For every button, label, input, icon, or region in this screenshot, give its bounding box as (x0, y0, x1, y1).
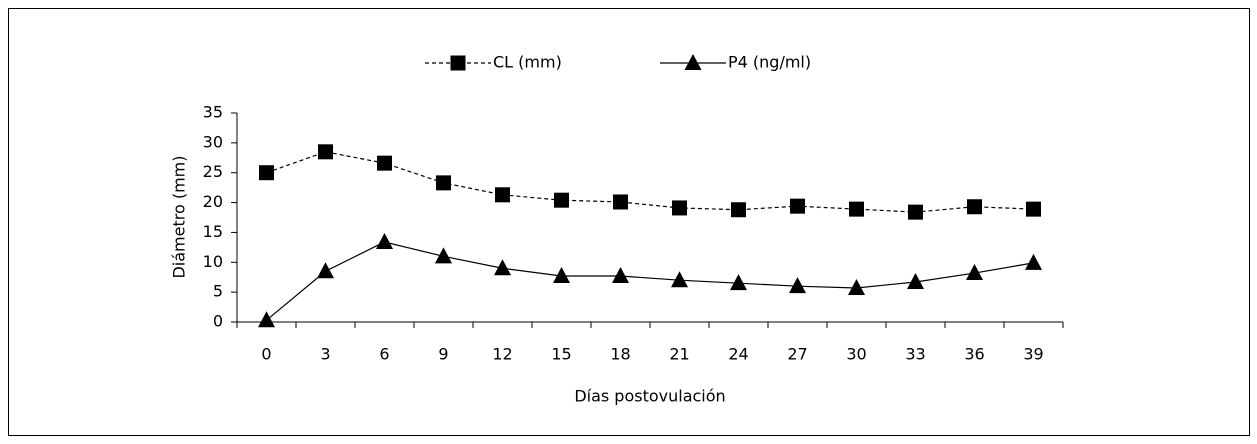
x-tick-label: 6 (379, 345, 389, 364)
x-axis-title: Días postovulación (574, 387, 725, 406)
legend-label: CL (mm) (493, 53, 562, 72)
data-point (613, 194, 628, 210)
data-point (967, 199, 982, 215)
data-point (789, 277, 806, 294)
data-point (848, 278, 865, 295)
data-point (554, 192, 569, 208)
data-point (1026, 201, 1041, 217)
y-tick-label: 5 (213, 282, 223, 301)
data-point (259, 165, 274, 181)
y-tick-label: 10 (203, 252, 223, 271)
x-tick-label: 33 (905, 345, 925, 364)
data-point (318, 144, 333, 160)
legend-marker (450, 55, 466, 71)
data-point (908, 204, 923, 220)
data-point (377, 155, 392, 171)
series-line (266, 241, 1034, 321)
data-point (731, 202, 746, 218)
x-tick-label: 27 (787, 345, 807, 364)
x-tick-label: 18 (610, 345, 630, 364)
y-tick-label: 20 (203, 192, 223, 211)
x-tick-label: 30 (846, 345, 866, 364)
data-point (553, 267, 570, 284)
data-point (966, 264, 983, 281)
data-point (672, 200, 687, 216)
data-point (671, 271, 688, 288)
data-point (376, 232, 393, 249)
data-point (436, 175, 451, 191)
series-line (266, 151, 1034, 213)
data-point (1025, 253, 1042, 270)
data-point (258, 311, 275, 328)
x-tick-label: 3 (320, 345, 330, 364)
legend-label: P4 (ng/ml) (728, 53, 811, 72)
y-tick-label: 30 (203, 132, 223, 151)
data-point (494, 259, 511, 276)
data-point (317, 262, 334, 279)
x-tick-label: 9 (438, 345, 448, 364)
x-tick-label: 15 (551, 345, 571, 364)
x-tick-label: 12 (492, 345, 512, 364)
data-point (495, 187, 510, 203)
x-tick-label: 36 (964, 345, 984, 364)
x-tick-label: 24 (728, 345, 748, 364)
data-point (730, 274, 747, 291)
y-tick-label: 35 (203, 103, 223, 122)
data-point (435, 247, 452, 264)
x-tick-label: 21 (669, 345, 689, 364)
legend-marker (684, 54, 702, 70)
y-tick-label: 15 (203, 222, 223, 241)
y-tick-label: 25 (203, 162, 223, 181)
y-axis-title: Diámetro (mm) (170, 155, 189, 278)
data-point (907, 272, 924, 289)
data-point (612, 267, 629, 284)
x-tick-label: 39 (1023, 345, 1043, 364)
x-tick-label: 0 (261, 345, 271, 364)
chart-border (8, 8, 1250, 436)
y-tick-label: 0 (213, 312, 223, 331)
data-point (849, 201, 864, 217)
data-point (790, 198, 805, 214)
